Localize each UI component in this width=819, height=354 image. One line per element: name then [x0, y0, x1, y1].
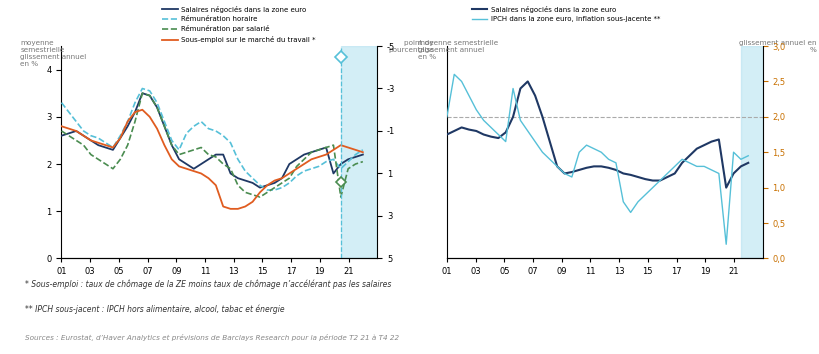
Text: point de
pourcentage: point de pourcentage — [387, 40, 433, 53]
Bar — [341, 46, 377, 258]
Bar — [740, 46, 762, 258]
Legend: Salaires négociés dans la zone euro, Rémunération horaire, Rémunération par sala: Salaires négociés dans la zone euro, Rém… — [160, 3, 318, 46]
Text: moyenne
semestrielle
glissement annuel
en %: moyenne semestrielle glissement annuel e… — [20, 40, 87, 67]
Text: Sources : Eurostat, d’Haver Analytics et prévisions de Barclays Research pour la: Sources : Eurostat, d’Haver Analytics et… — [25, 334, 398, 341]
Text: glissement annuel en
%: glissement annuel en % — [738, 40, 815, 53]
Legend: Salaires négociés dans la zone euro, IPCH dans la zone euro, inflation sous-jace: Salaires négociés dans la zone euro, IPC… — [468, 3, 663, 25]
Text: * Sous-emploi : taux de chômage de la ZE moins taux de chômage n’accélérant pas : * Sous-emploi : taux de chômage de la ZE… — [25, 279, 391, 289]
Text: moyenne semestrielle
glissement annuel
en %: moyenne semestrielle glissement annuel e… — [418, 40, 498, 59]
Text: ** IPCH sous-jacent : IPCH hors alimentaire, alcool, tabac et énergie: ** IPCH sous-jacent : IPCH hors alimenta… — [25, 304, 284, 314]
